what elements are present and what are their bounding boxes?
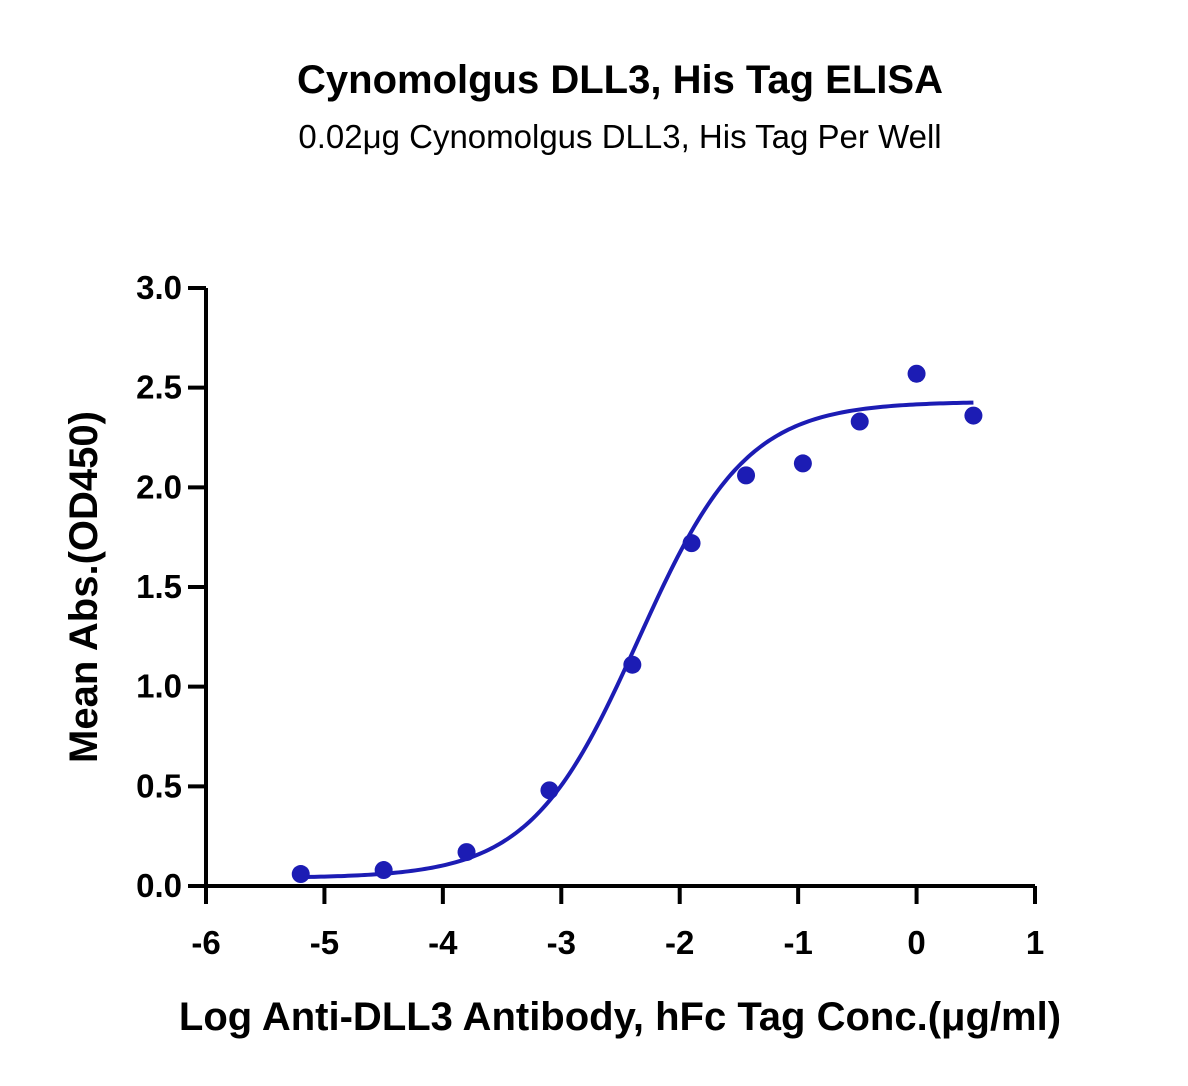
fit-curve xyxy=(300,400,974,880)
y-tick-label: 0.0 xyxy=(136,867,182,904)
data-points xyxy=(291,364,983,884)
x-tick-label: -3 xyxy=(547,924,576,961)
fit-curve-group xyxy=(300,400,974,880)
x-tick-label: -6 xyxy=(191,924,220,961)
data-point xyxy=(682,534,701,553)
data-point xyxy=(737,466,756,485)
x-tick-label: -4 xyxy=(428,924,458,961)
x-tick-label: 0 xyxy=(907,924,925,961)
x-tick-label: -1 xyxy=(783,924,812,961)
data-point xyxy=(793,454,812,473)
y-tick-label: 2.5 xyxy=(136,369,182,406)
y-tick-label: 1.0 xyxy=(136,668,182,705)
x-tick-label: -5 xyxy=(310,924,339,961)
y-tick-label: 1.5 xyxy=(136,568,182,605)
x-tick-label: 1 xyxy=(1026,924,1044,961)
data-point xyxy=(291,865,310,884)
data-point xyxy=(540,781,559,800)
y-axis-label: Mean Abs.(OD450) xyxy=(62,411,106,763)
data-point xyxy=(907,364,926,383)
chart-title: Cynomolgus DLL3, His Tag ELISA xyxy=(297,58,943,102)
y-tick-label: 2.0 xyxy=(136,468,182,505)
y-tick-label: 0.5 xyxy=(136,767,182,804)
x-axis-label: Log Anti-DLL3 Antibody, hFc Tag Conc.(μg… xyxy=(179,995,1061,1039)
chart-subtitle: 0.02μg Cynomolgus DLL3, His Tag Per Well xyxy=(298,118,941,155)
x-tick-label: -2 xyxy=(665,924,694,961)
data-point xyxy=(850,412,869,431)
data-point xyxy=(457,843,476,862)
y-tick-label: 3.0 xyxy=(136,269,182,306)
axes: 0.0 0.5 1.0 1.5 2.0 2.5 3.0 -6 -5 -4 -3 -2 -1 0 1 xyxy=(136,269,1044,961)
data-point xyxy=(623,655,642,674)
data-point xyxy=(964,406,983,425)
data-point xyxy=(374,861,393,880)
